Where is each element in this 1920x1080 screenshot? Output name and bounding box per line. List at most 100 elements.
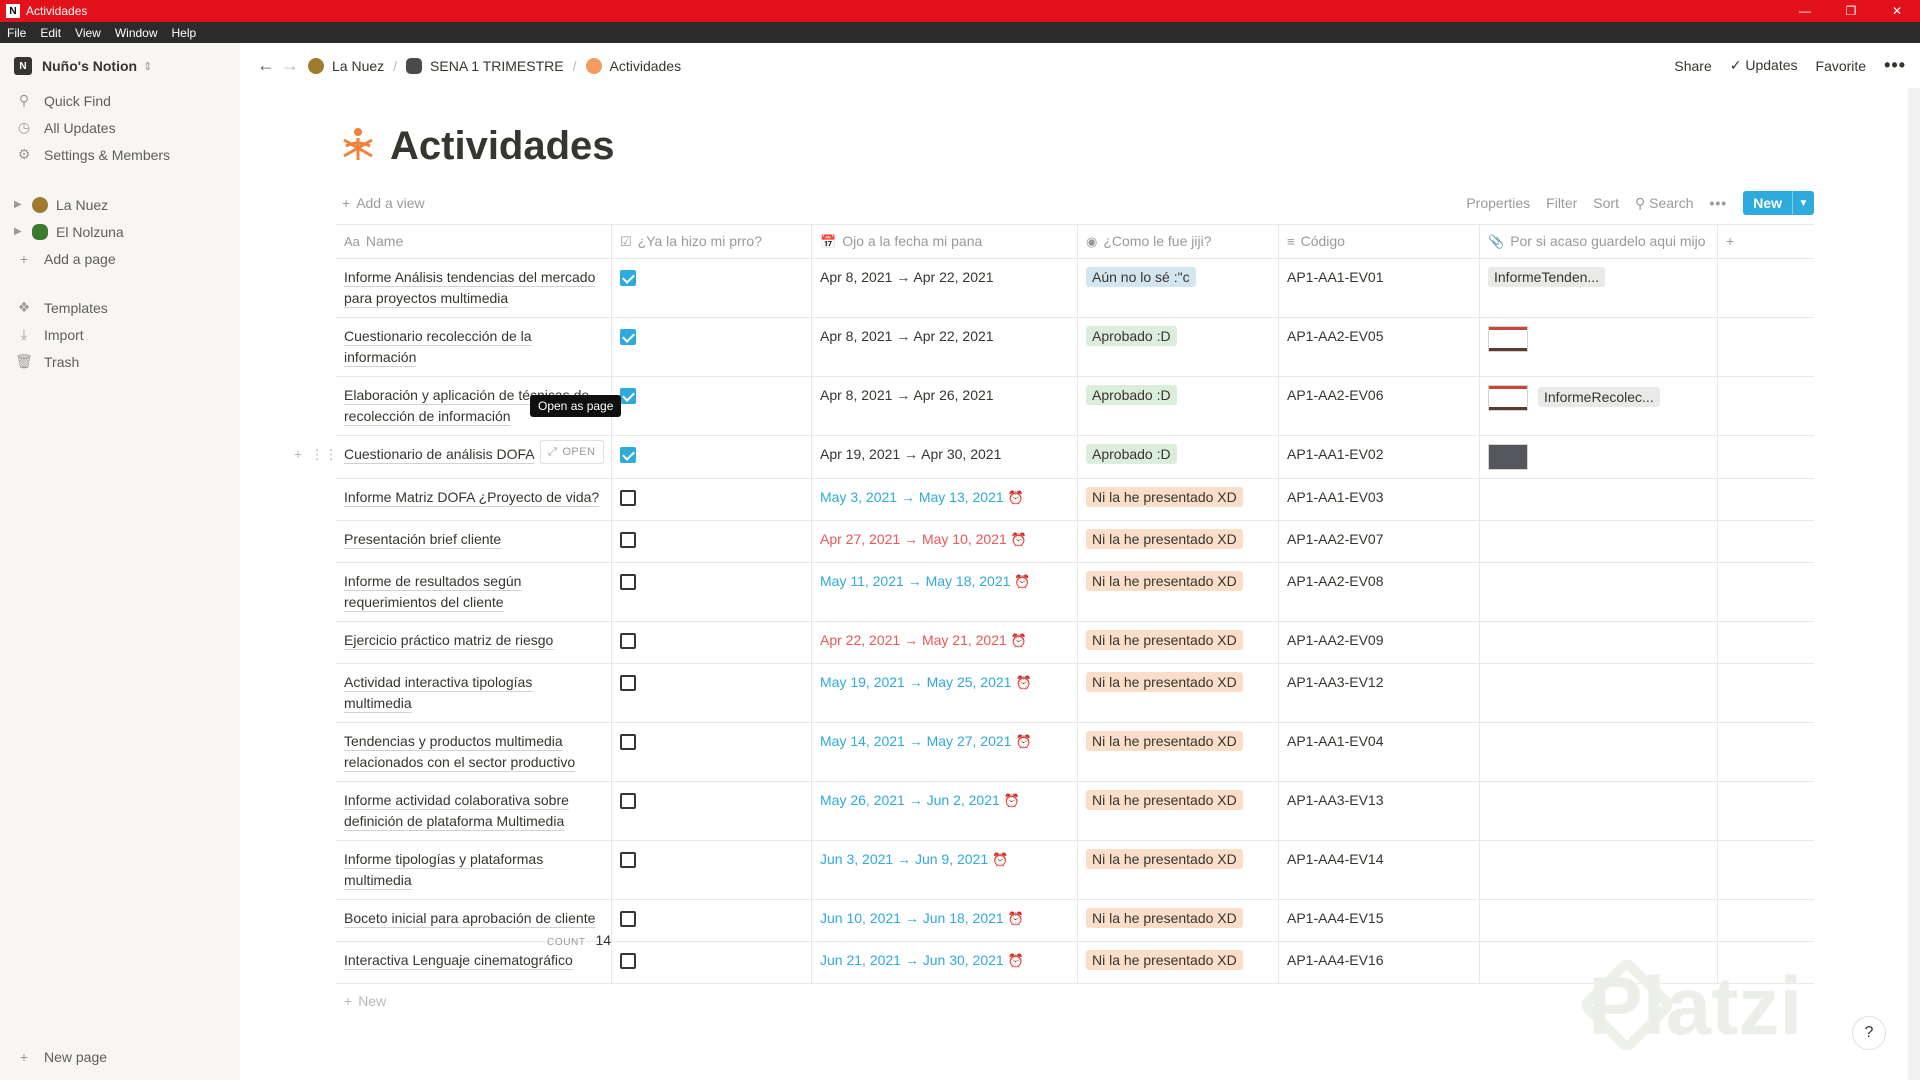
triangle-right-icon[interactable]: ▶ [14,226,22,237]
code-cell[interactable]: AP1-AA1-EV02 [1279,436,1480,478]
code-cell[interactable]: AP1-AA2-EV06 [1279,377,1480,435]
status-cell[interactable]: Ni la he presentado XD [1078,942,1279,983]
add-view-button[interactable]: + Add a view [342,190,425,216]
sidebar-item-import[interactable]: ⤓ Import [14,321,84,348]
date-cell[interactable]: Jun 10, 2021 → Jun 18, 2021 ⏰ [812,900,1078,941]
file-attachment[interactable]: InformeTenden... [1488,267,1606,287]
row-name[interactable]: Informe Análisis tendencias del mercado … [344,269,596,306]
files-cell[interactable]: InformeRecolec... [1480,377,1718,435]
done-cell[interactable] [612,664,812,722]
files-cell[interactable] [1480,723,1718,781]
table-row[interactable]: Informe Análisis tendencias del mercado … [336,259,1814,318]
name-cell[interactable]: Elaboración y aplicación de técnicas de … [336,377,612,435]
forward-arrow-icon[interactable]: → [281,55,299,75]
checkbox-checked[interactable] [620,329,636,345]
file-thumbnail[interactable] [1488,385,1528,411]
workspace-switcher[interactable]: N Nuño's Notion ⇕ [14,57,152,75]
name-cell[interactable]: Informe tipologías y plataformas multime… [336,841,612,899]
name-cell[interactable]: Informe de resultados según requerimient… [336,563,612,621]
done-cell[interactable] [612,318,812,376]
new-button[interactable]: New ▼ [1743,191,1814,215]
open-button[interactable]: ⤢ OPEN [540,440,604,464]
code-cell[interactable]: AP1-AA3-EV12 [1279,664,1480,722]
name-cell[interactable]: + ⋮⋮ Cuestionario de análisis DOFA ⤢ OPEN [294,436,612,478]
date-cell[interactable]: Apr 22, 2021 → May 21, 2021 ⏰ [812,622,1078,663]
scrollbar[interactable] [1908,88,1920,1080]
row-name[interactable]: Cuestionario recolección de la informaci… [344,328,532,365]
date-cell[interactable]: Apr 19, 2021 → Apr 30, 2021 [812,436,1078,478]
date-cell[interactable]: Jun 21, 2021 → Jun 30, 2021 ⏰ [812,942,1078,983]
file-thumbnail[interactable] [1488,326,1528,352]
table-row[interactable]: Informe actividad colaborativa sobre def… [336,782,1814,841]
code-cell[interactable]: AP1-AA2-EV07 [1279,521,1480,562]
status-cell[interactable]: Aprobado :D [1078,377,1279,435]
properties-button[interactable]: Properties [1466,195,1531,211]
name-cell[interactable]: Informe Análisis tendencias del mercado … [336,259,612,317]
sidebar-item-la-nuez[interactable]: ▶ La Nuez [14,191,108,218]
row-name[interactable]: Informe actividad colaborativa sobre def… [344,792,569,829]
files-cell[interactable] [1480,563,1718,621]
status-cell[interactable]: Ni la he presentado XD [1078,622,1279,663]
table-row[interactable]: Cuestionario recolección de la informaci… [336,318,1814,377]
name-cell[interactable]: Tendencias y productos multimedia relaci… [336,723,612,781]
code-cell[interactable]: AP1-AA1-EV03 [1279,479,1480,520]
done-cell[interactable] [612,622,812,663]
name-cell[interactable]: Interactiva Lenguaje cinematográfico [336,942,612,983]
code-cell[interactable]: AP1-AA4-EV14 [1279,841,1480,899]
files-cell[interactable] [1480,521,1718,562]
row-name[interactable]: Tendencias y productos multimedia relaci… [344,733,576,770]
menu-window[interactable]: Window [114,25,158,40]
row-name[interactable]: Informe tipologías y plataformas multime… [344,851,544,888]
row-name[interactable]: Actividad interactiva tipologías multime… [344,674,533,711]
done-cell[interactable] [612,259,812,317]
date-cell[interactable]: Apr 8, 2021 → Apr 26, 2021 [812,377,1078,435]
row-count[interactable]: COUNT 14 [547,932,611,948]
checkbox-checked[interactable] [620,388,636,404]
checkbox-unchecked[interactable] [620,953,636,969]
triangle-right-icon[interactable]: ▶ [14,199,22,210]
row-name[interactable]: Elaboración y aplicación de técnicas de … [344,387,590,424]
done-cell[interactable] [612,841,812,899]
row-name[interactable]: Informe de resultados según requerimient… [344,573,522,610]
files-cell[interactable] [1480,841,1718,899]
date-cell[interactable]: Apr 8, 2021 → Apr 22, 2021 [812,259,1078,317]
favorite-button[interactable]: Favorite [1815,57,1867,74]
sort-button[interactable]: Sort [1593,195,1619,211]
files-cell[interactable] [1480,622,1718,663]
file-thumbnail[interactable] [1488,444,1528,470]
new-button-label[interactable]: New [1753,195,1782,211]
help-button[interactable]: ? [1852,1016,1886,1050]
sidebar-item-trash[interactable]: 🗑 Trash [14,348,79,375]
done-cell[interactable] [612,723,812,781]
checkbox-checked[interactable] [620,447,636,463]
column-header-name[interactable]: Aa Name [336,225,612,258]
close-icon[interactable]: ✕ [1891,4,1903,18]
column-header-status[interactable]: ◉ ¿Como le fue jiji? [1078,225,1279,258]
checkbox-unchecked[interactable] [620,675,636,691]
row-name[interactable]: Presentación brief cliente [344,531,502,547]
table-row[interactable]: Elaboración y aplicación de técnicas de … [336,377,1814,436]
page-title[interactable]: Actividades [390,124,615,168]
row-name[interactable]: Interactiva Lenguaje cinematográfico [344,952,573,968]
column-header-files[interactable]: 📎 Por si acaso guardelo aqui mijo [1480,225,1718,258]
date-cell[interactable]: May 3, 2021 → May 13, 2021 ⏰ [812,479,1078,520]
code-cell[interactable]: AP1-AA3-EV13 [1279,782,1480,840]
file-attachment[interactable]: InformeRecolec... [1538,386,1660,407]
new-row-button[interactable]: + New [336,984,1814,1017]
name-cell[interactable]: Presentación brief cliente [336,521,612,562]
table-row[interactable]: Informe Matriz DOFA ¿Proyecto de vida? Ma… [336,479,1814,521]
column-header-done[interactable]: ☑ ¿Ya la hizo mi prro? [612,225,812,258]
table-row[interactable]: Presentación brief cliente Apr 27, 2021 →… [336,521,1814,563]
done-cell[interactable] [612,563,812,621]
status-cell[interactable]: Ni la he presentado XD [1078,900,1279,941]
sidebar-item-el-nolzuna[interactable]: ▶ El Nolzuna [14,218,124,245]
table-row[interactable]: Informe tipologías y plataformas multime… [336,841,1814,900]
files-cell[interactable] [1480,436,1718,478]
status-cell[interactable]: Aprobado :D [1078,436,1279,478]
sidebar-new-page[interactable]: + New page [14,1043,107,1070]
breadcrumb-la-nuez[interactable]: La Nuez [332,57,385,74]
name-cell[interactable]: Informe actividad colaborativa sobre def… [336,782,612,840]
sidebar-item-settings[interactable]: ⚙ Settings & Members [14,141,170,168]
files-cell[interactable] [1480,900,1718,941]
menu-edit[interactable]: Edit [40,25,62,40]
